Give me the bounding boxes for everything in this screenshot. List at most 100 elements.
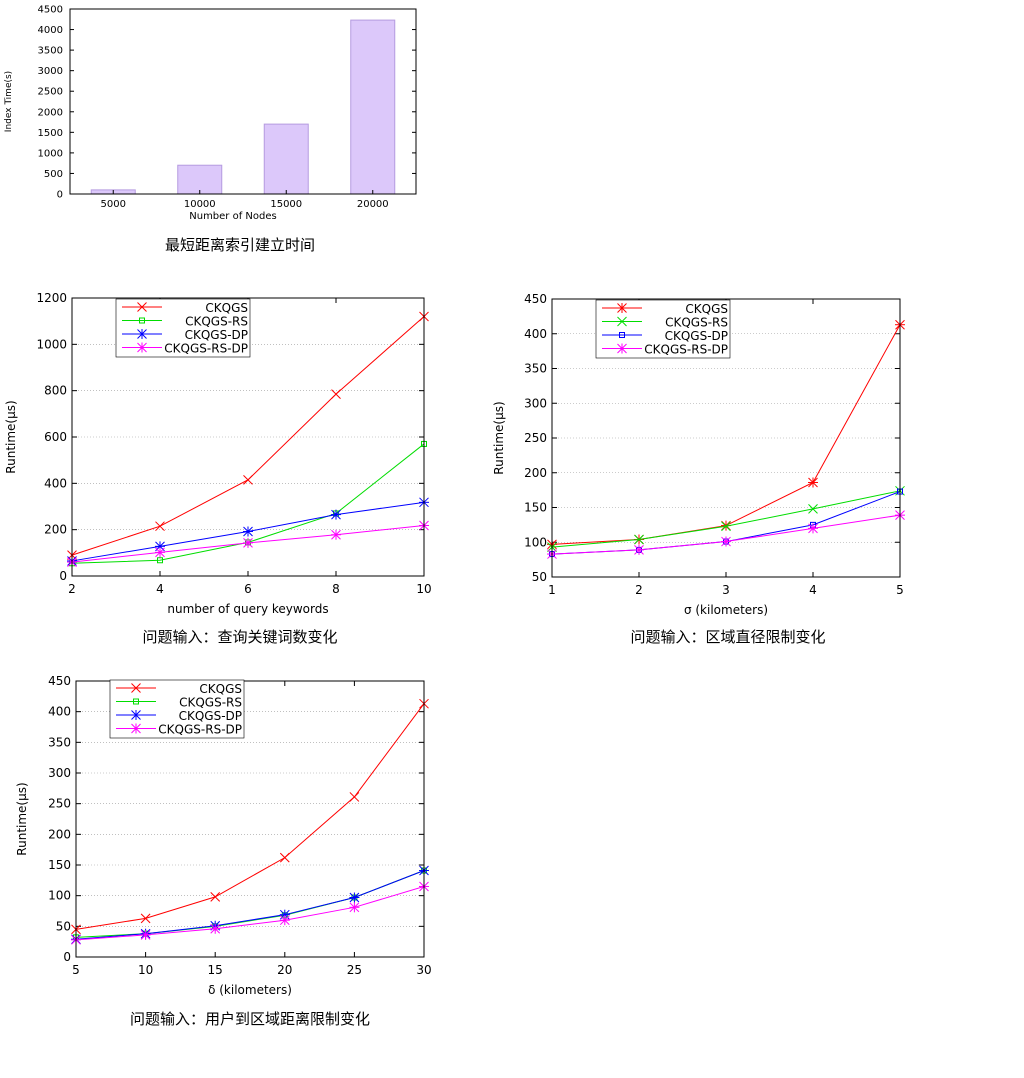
y-axis-label: Index Time(s)	[4, 71, 14, 132]
data-point-CKQGS-RS-DP	[349, 902, 360, 913]
y-tick-label: 450	[48, 674, 71, 688]
series-line-CKQGS-RS-DP	[75, 885, 425, 941]
y-tick-label: 1000	[38, 148, 63, 159]
data-point-CKQGS	[155, 521, 165, 532]
y-tick-label: 1000	[36, 337, 67, 351]
legend-label-CKQGS-RS: CKQGS-RS	[665, 316, 728, 330]
y-tick-label: 500	[44, 169, 63, 180]
x-tick-label: 10000	[184, 199, 216, 210]
y-tick-label: 300	[48, 766, 71, 780]
data-point-CKQGS-RS-DP	[140, 929, 151, 940]
x-axis-label: σ (kilometers)	[684, 603, 768, 617]
x-tick-label: 6	[244, 582, 252, 596]
chart-caption-distance: 问题输入：用户到区域距离限制变化	[129, 1010, 370, 1028]
series-line-CKQGS-RS	[75, 870, 425, 938]
plot-frame	[71, 297, 425, 577]
data-point-CKQGS-RS-DP	[331, 529, 341, 540]
y-tick-label: 3500	[38, 46, 63, 57]
data-point-CKQGS-RS-DP	[721, 536, 731, 547]
x-tick-label: 4	[156, 582, 164, 596]
data-point-CKQGS	[140, 913, 151, 924]
data-point-CKQGS-RS	[634, 534, 644, 545]
y-tick-label: 400	[44, 476, 67, 490]
chart-caption-keywords: 问题输入：查询关键词数变化	[142, 628, 338, 646]
bar-15000	[263, 123, 309, 195]
y-tick-label: 2000	[38, 107, 63, 118]
x-tick-label: 3	[722, 583, 730, 597]
x-tick-label: 5	[896, 583, 904, 597]
y-axis-label: Runtime(μs)	[15, 782, 29, 855]
x-tick-label: 25	[347, 963, 362, 977]
y-tick-label: 0	[63, 950, 71, 964]
data-point-CKQGS-RS-DP	[808, 523, 818, 534]
series-line-CKQGS	[75, 703, 425, 930]
y-tick-label: 0	[59, 569, 67, 583]
data-point-CKQGS-DP	[331, 509, 341, 520]
legend-marker-CKQGS-RS-DP	[137, 342, 147, 353]
x-tick-label: 8	[332, 582, 340, 596]
data-point-CKQGS	[210, 892, 221, 902]
y-tick-label: 250	[524, 431, 547, 445]
data-point-CKQGS	[808, 477, 818, 488]
y-tick-label: 250	[48, 797, 71, 811]
legend-label-CKQGS: CKQGS	[199, 682, 242, 696]
y-tick-label: 300	[524, 396, 547, 410]
legend-label-CKQGS-RS-DP: CKQGS-RS-DP	[158, 723, 242, 737]
y-axis-label: Runtime(μs)	[4, 400, 18, 473]
bar-20000	[350, 19, 396, 195]
y-tick-label: 4000	[38, 25, 63, 36]
x-tick-label: 4	[809, 583, 817, 597]
data-point-CKQGS	[331, 389, 341, 399]
legend-marker-CKQGS-RS-DP	[131, 723, 141, 734]
legend-label-CKQGS-RS: CKQGS-RS	[185, 315, 248, 329]
x-tick-label: 15	[208, 963, 223, 977]
chart-caption-diameter: 问题输入：区域直径限制变化	[630, 628, 826, 646]
legend-marker-CKQGS-DP	[619, 332, 625, 338]
data-point-CKQGS-RS-DP	[210, 923, 221, 934]
y-tick-label: 4500	[38, 5, 63, 16]
legend-label-CKQGS-DP: CKQGS-DP	[665, 329, 728, 343]
legend-marker-CKQGS-DP	[137, 329, 147, 339]
data-point-CKQGS-RS	[157, 557, 163, 564]
x-tick-label: 2	[635, 583, 643, 597]
data-point-CKQGS	[243, 475, 253, 485]
y-tick-label: 350	[48, 735, 71, 749]
plot-frame	[75, 680, 425, 958]
legend-marker-CKQGS-RS-DP	[617, 343, 627, 354]
data-point-CKQGS-RS-DP	[155, 547, 165, 558]
legend-label-CKQGS-RS-DP: CKQGS-RS-DP	[164, 342, 248, 356]
y-tick-label: 0	[57, 190, 63, 201]
x-axis-label: δ (kilometers)	[208, 983, 292, 997]
legend-label-CKQGS: CKQGS	[205, 301, 248, 315]
y-tick-label: 200	[524, 466, 547, 480]
x-tick-label: 2	[68, 582, 76, 596]
legend-marker-CKQGS	[131, 683, 141, 693]
legend-label-CKQGS-RS: CKQGS-RS	[179, 696, 242, 710]
y-tick-label: 600	[44, 430, 67, 444]
data-point-CKQGS	[279, 852, 290, 863]
data-point-CKQGS-RS-DP	[243, 537, 253, 548]
legend-marker-CKQGS	[137, 302, 147, 312]
y-tick-label: 450	[524, 292, 547, 306]
x-tick-label: 15000	[270, 199, 302, 210]
x-tick-label: 1	[548, 583, 556, 597]
y-tick-label: 2500	[38, 87, 63, 98]
y-tick-label: 50	[532, 570, 547, 584]
series-line-CKQGS-DP	[75, 870, 425, 940]
y-tick-label: 1200	[36, 291, 67, 305]
plot-frame	[69, 8, 417, 195]
data-point-CKQGS-RS	[808, 504, 818, 514]
data-point-CKQGS	[349, 792, 360, 802]
data-point-CKQGS-RS-DP	[634, 544, 644, 555]
legend-label-CKQGS-RS-DP: CKQGS-RS-DP	[644, 343, 728, 357]
legend-marker-CKQGS-RS	[617, 316, 627, 327]
y-tick-label: 150	[524, 501, 547, 515]
chart-caption-index-time: 最短距离索引建立时间	[164, 236, 315, 254]
legend-marker-CKQGS-DP	[131, 710, 141, 720]
legend-marker-CKQGS	[617, 303, 627, 313]
bar-10000	[177, 164, 223, 195]
x-tick-label: 5000	[101, 199, 126, 210]
